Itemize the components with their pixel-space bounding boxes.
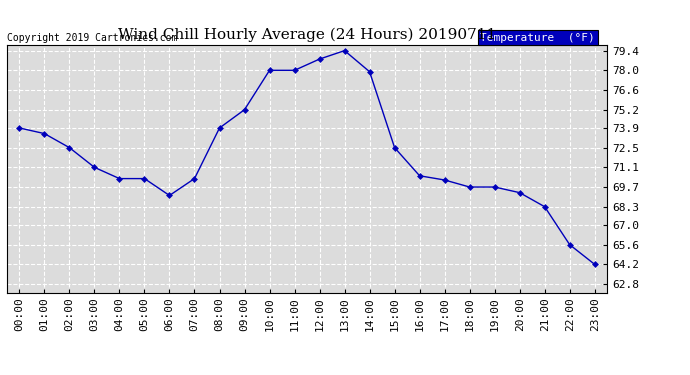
Text: Temperature  (°F): Temperature (°F) <box>480 33 595 42</box>
Title: Wind Chill Hourly Average (24 Hours) 20190711: Wind Chill Hourly Average (24 Hours) 201… <box>118 28 496 42</box>
Text: Copyright 2019 Cartronics.com: Copyright 2019 Cartronics.com <box>7 33 177 42</box>
